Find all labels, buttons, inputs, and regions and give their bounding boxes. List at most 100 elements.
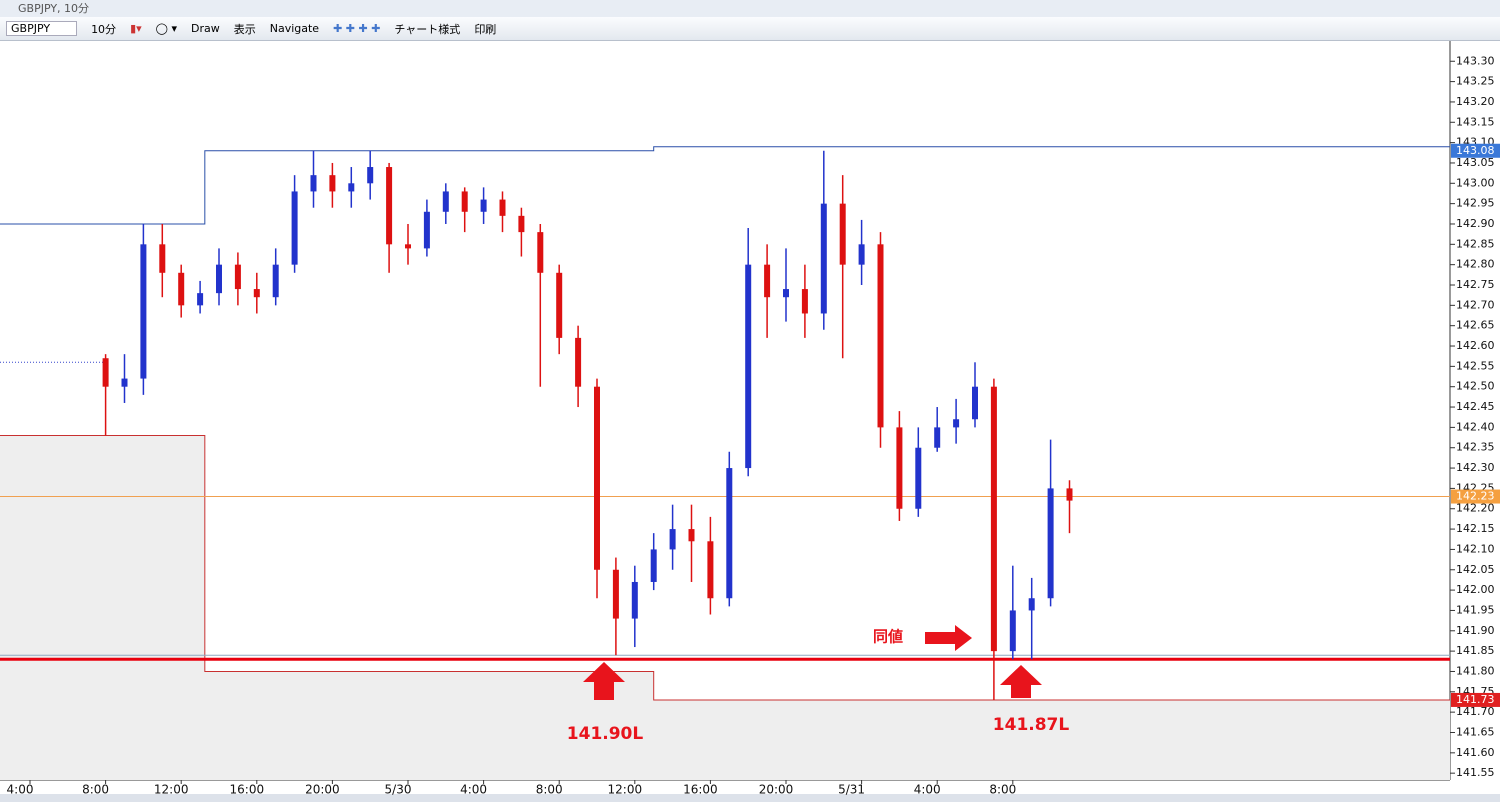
- candle-body: [537, 232, 544, 273]
- candle-body: [499, 199, 506, 216]
- candle-body: [480, 199, 487, 212]
- y-tick-label: 142.50: [1456, 380, 1495, 393]
- symbol-select[interactable]: GBPJPY: [6, 21, 78, 36]
- annotation: 141.90L: [567, 724, 644, 744]
- candle-body: [631, 581, 638, 619]
- shape-button[interactable]: ◯ ▾: [155, 22, 177, 35]
- candle-body: [915, 447, 922, 509]
- x-tick-label: 20:00: [305, 783, 340, 797]
- low-range-shade: [0, 435, 1450, 780]
- y-tick-label: 142.80: [1456, 258, 1495, 271]
- candle-body: [650, 549, 657, 582]
- candle-body: [556, 272, 563, 338]
- y-tick-label: 143.15: [1456, 115, 1495, 128]
- candle-body: [764, 264, 771, 298]
- candle-body: [1066, 488, 1073, 501]
- candle-body: [461, 191, 468, 212]
- candle-body: [953, 419, 960, 428]
- candle-body: [745, 264, 752, 469]
- x-tick-label: 4:00: [914, 783, 941, 797]
- candle-body: [291, 191, 298, 265]
- x-tick-label: 8:00: [82, 783, 109, 797]
- candle-body: [858, 244, 865, 265]
- candle-body: [405, 244, 411, 249]
- y-tick-label: 142.15: [1456, 522, 1495, 535]
- candle-body: [612, 569, 619, 619]
- timeframe-select[interactable]: 10分: [91, 22, 117, 36]
- candle-body: [216, 264, 222, 294]
- y-tick-label: 142.65: [1456, 319, 1495, 332]
- candle-body: [178, 272, 185, 306]
- y-tick-label: 141.90: [1456, 624, 1495, 637]
- candle-body: [159, 244, 166, 273]
- x-tick-label: 8:00: [536, 783, 563, 797]
- candle-body: [896, 427, 903, 509]
- y-tick-label: 143.30: [1456, 54, 1495, 67]
- candle-body: [990, 386, 997, 652]
- y-tick-label: 142.10: [1456, 542, 1495, 555]
- price-badge: [1451, 489, 1500, 504]
- menu-view[interactable]: 表示: [233, 22, 256, 36]
- candle-body: [877, 244, 884, 428]
- candle-body: [329, 175, 336, 192]
- y-tick-label: 142.40: [1456, 420, 1495, 433]
- candle-body: [1009, 610, 1016, 652]
- menu-chart-style[interactable]: チャート様式: [394, 22, 461, 36]
- x-tick-label: 12:00: [608, 783, 643, 797]
- y-tick-label: 142.00: [1456, 583, 1495, 596]
- y-tick-label: 142.85: [1456, 237, 1495, 250]
- up-arrow: [583, 662, 625, 700]
- zoom-buttons[interactable]: ✚ ✚ ✚ ✚: [333, 22, 381, 35]
- menu-draw[interactable]: Draw: [190, 22, 220, 35]
- candle-body: [272, 264, 279, 298]
- y-tick-label: 141.65: [1456, 725, 1495, 738]
- candle-body: [423, 211, 430, 249]
- y-tick-label: 142.60: [1456, 339, 1495, 352]
- candle-body: [839, 203, 846, 265]
- range-high-line: [0, 146, 1450, 225]
- candle-body: [310, 175, 317, 192]
- candle-body: [726, 468, 733, 599]
- y-tick-label: 141.60: [1456, 746, 1495, 759]
- y-tick-label: 143.05: [1456, 156, 1495, 169]
- y-tick-label: 142.90: [1456, 217, 1495, 230]
- candle-body: [688, 529, 695, 542]
- x-tick-label: 4:00: [460, 783, 487, 797]
- candle-body: [121, 378, 128, 387]
- annotation: 141.87L: [993, 715, 1070, 735]
- candle-body: [707, 541, 714, 599]
- candle-body: [442, 191, 449, 212]
- toolbar: GBPJPY 10分 ▮▾ ◯ ▾ Draw 表示 Navigate ✚ ✚ ✚…: [0, 17, 1500, 41]
- y-tick-label: 141.55: [1456, 766, 1495, 779]
- title-bar: GBPJPY, 10分: [0, 0, 1500, 17]
- price-badge-label: 142.23: [1456, 490, 1495, 503]
- candle-body: [820, 203, 827, 314]
- chart-type-button[interactable]: ▮▾: [130, 22, 142, 35]
- y-tick-label: 141.80: [1456, 664, 1495, 677]
- y-tick-label: 142.75: [1456, 278, 1495, 291]
- x-tick-label: 20:00: [759, 783, 794, 797]
- scrollbar[interactable]: [0, 794, 1500, 802]
- candle-body: [386, 167, 393, 245]
- x-tick-label: 8:00: [989, 783, 1016, 797]
- candle-body: [575, 337, 582, 387]
- price-badge-label: 143.08: [1456, 144, 1495, 157]
- x-tick-label: 16:00: [683, 783, 718, 797]
- price-badge: [1451, 143, 1500, 158]
- candle-body: [234, 264, 241, 290]
- candle-body: [102, 358, 109, 387]
- y-tick-label: 143.20: [1456, 95, 1495, 108]
- x-tick-label: 12:00: [154, 783, 189, 797]
- candle-body: [972, 386, 978, 420]
- chart: 143.30143.25143.20143.15143.10143.05143.…: [0, 41, 1500, 802]
- x-tick-label: 5/31: [838, 783, 865, 797]
- y-tick-label: 142.95: [1456, 197, 1495, 210]
- candle-body: [518, 215, 525, 233]
- y-tick-label: 142.45: [1456, 400, 1495, 413]
- price-badge-label: 141.73: [1456, 693, 1495, 706]
- menu-print[interactable]: 印刷: [474, 22, 497, 36]
- y-tick-label: 142.55: [1456, 359, 1495, 372]
- y-tick-label: 142.30: [1456, 461, 1495, 474]
- menu-navigate[interactable]: Navigate: [269, 22, 320, 35]
